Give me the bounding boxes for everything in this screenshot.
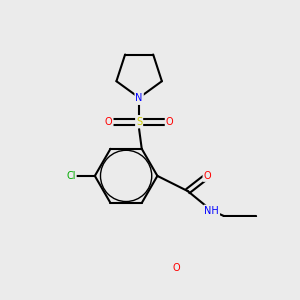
Text: O: O bbox=[166, 117, 173, 127]
Text: S: S bbox=[136, 117, 142, 127]
Text: NH: NH bbox=[204, 206, 219, 216]
Text: Cl: Cl bbox=[66, 171, 76, 181]
Text: O: O bbox=[105, 117, 112, 127]
Text: N: N bbox=[136, 93, 143, 103]
Text: O: O bbox=[203, 171, 211, 181]
Text: O: O bbox=[173, 263, 180, 273]
